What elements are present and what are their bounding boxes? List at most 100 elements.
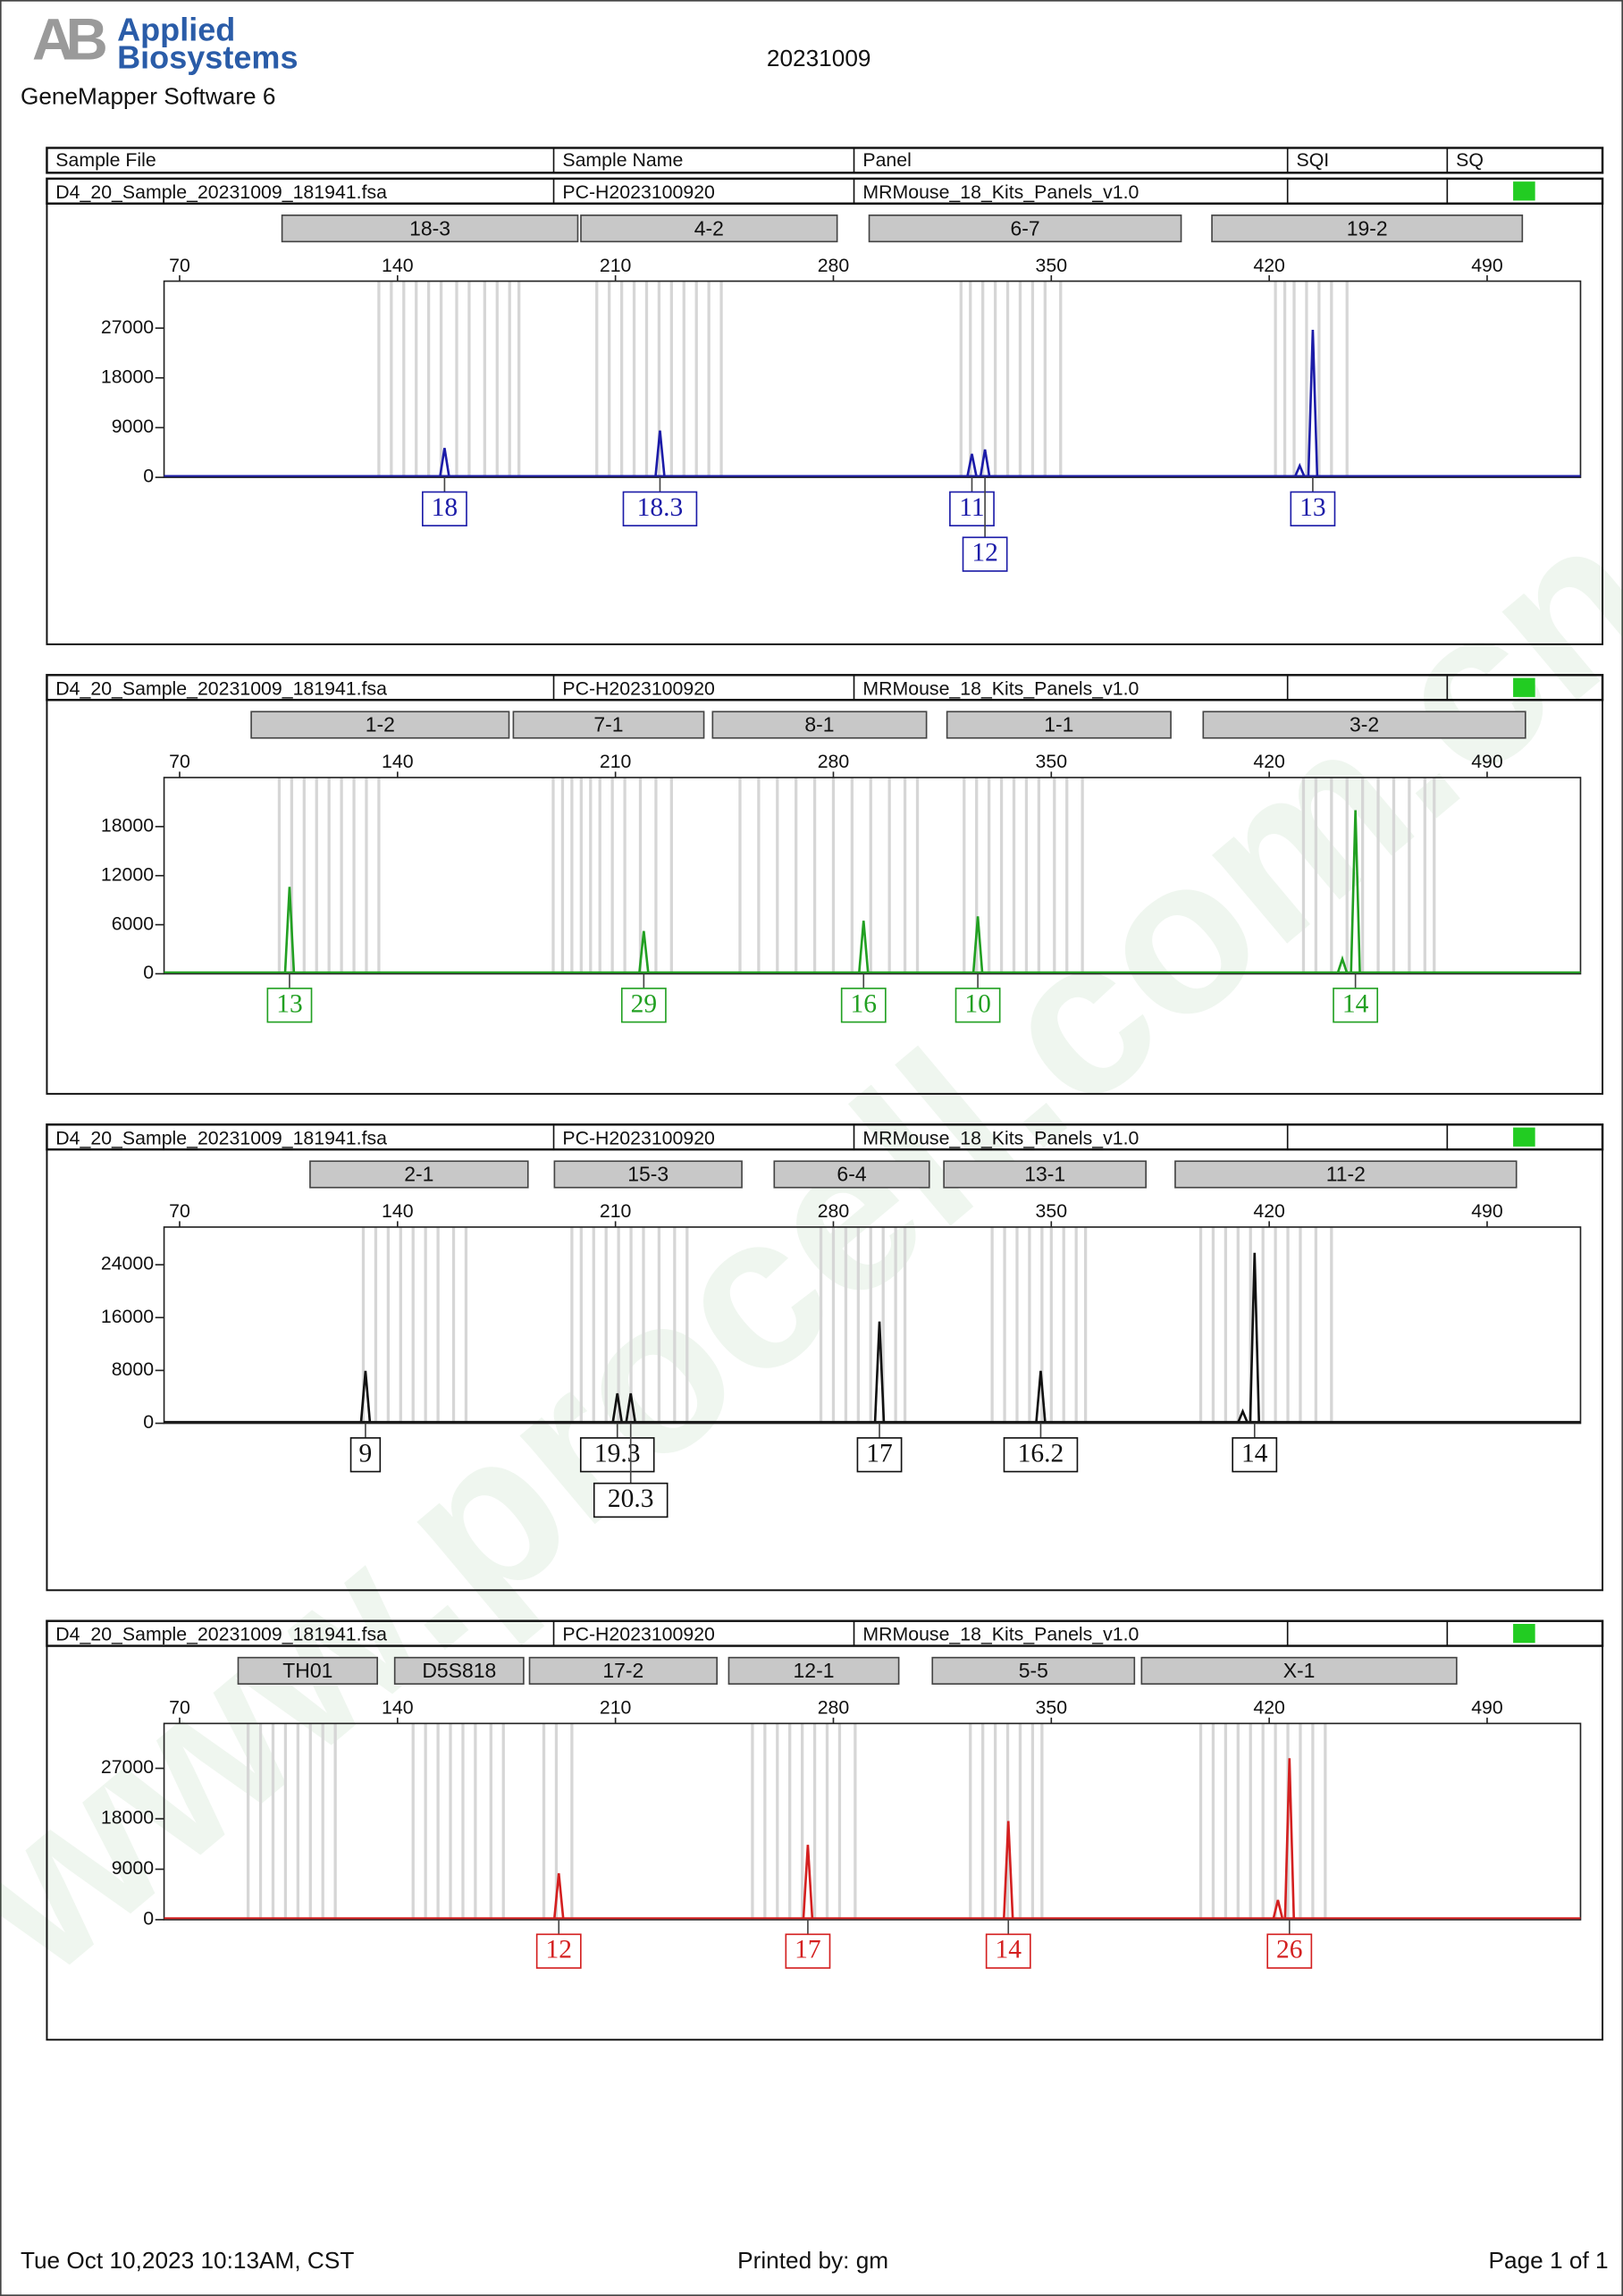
peak bbox=[283, 887, 296, 972]
allele-box bbox=[535, 1933, 582, 1969]
logo-mark: AB bbox=[32, 6, 106, 71]
footer-page: Page 1 of 1 bbox=[1489, 2247, 1609, 2274]
panel-name: MRMouse_18_Kits_Panels_v1.0 bbox=[862, 1624, 1139, 1645]
allele-box bbox=[962, 536, 1008, 572]
peak bbox=[802, 1845, 814, 1919]
marker-box bbox=[1140, 1656, 1458, 1685]
allele-box bbox=[620, 988, 667, 1023]
y-tick-label: 0 bbox=[143, 1411, 154, 1433]
allele-box bbox=[840, 988, 887, 1023]
allele-box bbox=[954, 988, 1001, 1023]
y-tick-label: 9000 bbox=[112, 1857, 155, 1879]
panel-name: MRMouse_18_Kits_Panels_v1.0 bbox=[862, 181, 1139, 203]
panel-name: MRMouse_18_Kits_Panels_v1.0 bbox=[862, 677, 1139, 699]
x-tick-label: 280 bbox=[818, 1200, 850, 1222]
marker-label: 3-2 bbox=[1350, 713, 1379, 736]
allele-box bbox=[266, 988, 313, 1023]
x-tick-label: 420 bbox=[1253, 255, 1285, 276]
peak bbox=[873, 1321, 886, 1422]
allele-box bbox=[785, 1933, 831, 1969]
x-tick-label: 420 bbox=[1253, 1697, 1285, 1719]
peak bbox=[1294, 462, 1306, 476]
report-title: 20231009 bbox=[767, 45, 871, 71]
peak bbox=[553, 1872, 565, 1919]
panel-name: MRMouse_18_Kits_Panels_v1.0 bbox=[862, 1127, 1139, 1148]
marker-box bbox=[309, 1160, 529, 1189]
sample-file: D4_20_Sample_20231009_181941.fsa bbox=[55, 181, 387, 203]
x-tick-label: 70 bbox=[169, 255, 190, 276]
column-header: Sample File bbox=[55, 149, 156, 171]
y-tick-label: 27000 bbox=[101, 316, 154, 338]
marker-box bbox=[580, 214, 838, 243]
allele-box bbox=[985, 1933, 1031, 1969]
allele-box bbox=[1232, 1437, 1278, 1473]
y-tick-label: 18000 bbox=[101, 1807, 154, 1829]
x-tick-label: 420 bbox=[1253, 751, 1285, 772]
y-tick-label: 16000 bbox=[101, 1306, 154, 1327]
allele-box bbox=[1290, 491, 1336, 527]
x-tick-label: 140 bbox=[382, 1697, 414, 1719]
peak bbox=[611, 1392, 623, 1423]
panel-box bbox=[46, 699, 1604, 1095]
x-tick-label: 210 bbox=[600, 1200, 632, 1222]
x-tick-label: 140 bbox=[382, 751, 414, 772]
software-name: GeneMapper Software 6 bbox=[21, 83, 276, 110]
marker-label: 18-3 bbox=[409, 216, 450, 240]
plot-frame bbox=[163, 1226, 1582, 1425]
plot-frame bbox=[163, 1722, 1582, 1921]
marker-label: 6-7 bbox=[1010, 216, 1039, 240]
allele-label: 10 bbox=[964, 989, 990, 1018]
marker-label: 8-1 bbox=[804, 713, 834, 736]
allele-label: 17 bbox=[866, 1439, 892, 1468]
y-tick-label: 24000 bbox=[101, 1253, 154, 1274]
y-tick-label: 0 bbox=[143, 1908, 154, 1930]
panel-box bbox=[46, 1148, 1604, 1592]
marker-label: 15-3 bbox=[627, 1163, 669, 1186]
allele-box bbox=[593, 1482, 669, 1518]
marker-label: 1-2 bbox=[366, 713, 395, 736]
marker-box bbox=[931, 1656, 1136, 1685]
marker-label: TH01 bbox=[282, 1659, 332, 1682]
x-tick-label: 280 bbox=[818, 1697, 850, 1719]
sq-indicator bbox=[1513, 181, 1535, 201]
x-tick-label: 350 bbox=[1036, 1200, 1068, 1222]
marker-label: 2-1 bbox=[404, 1163, 433, 1186]
peak bbox=[858, 921, 870, 973]
peak bbox=[1272, 1899, 1284, 1919]
peak bbox=[1350, 810, 1361, 972]
x-tick-label: 70 bbox=[169, 1697, 190, 1719]
allele-label: 9 bbox=[359, 1439, 373, 1468]
allele-box bbox=[349, 1437, 382, 1473]
allele-label: 20.3 bbox=[608, 1484, 654, 1513]
marker-box bbox=[711, 711, 928, 739]
marker-label: 13-1 bbox=[1024, 1163, 1065, 1186]
x-tick-label: 70 bbox=[169, 751, 190, 772]
x-tick-label: 210 bbox=[600, 1697, 632, 1719]
table-header bbox=[46, 147, 1604, 174]
peak bbox=[971, 916, 984, 972]
marker-label: 6-4 bbox=[837, 1163, 866, 1186]
marker-box bbox=[250, 711, 510, 739]
logo-text: Applied bbox=[117, 12, 235, 48]
y-tick-label: 0 bbox=[143, 962, 154, 983]
column-header: SQI bbox=[1297, 149, 1330, 171]
marker-label: 11-2 bbox=[1326, 1163, 1366, 1186]
peak bbox=[638, 930, 650, 973]
marker-label: 5-5 bbox=[1019, 1659, 1048, 1682]
x-tick-label: 490 bbox=[1471, 1697, 1503, 1719]
sq-indicator bbox=[1513, 677, 1535, 697]
peak bbox=[625, 1392, 636, 1423]
logo-text: Biosystems bbox=[117, 39, 298, 76]
sq-indicator bbox=[1513, 1127, 1535, 1147]
peak bbox=[1307, 329, 1319, 476]
allele-label: 16.2 bbox=[1018, 1439, 1064, 1468]
x-tick-label: 280 bbox=[818, 751, 850, 772]
sample-file: D4_20_Sample_20231009_181941.fsa bbox=[55, 677, 387, 699]
allele-label: 26 bbox=[1276, 1936, 1302, 1964]
marker-box bbox=[1211, 214, 1524, 243]
column-header: SQ bbox=[1456, 149, 1484, 171]
peak bbox=[1283, 1758, 1296, 1919]
marker-box bbox=[868, 214, 1182, 243]
footer-printed-by: Printed by: gm bbox=[737, 2247, 888, 2274]
